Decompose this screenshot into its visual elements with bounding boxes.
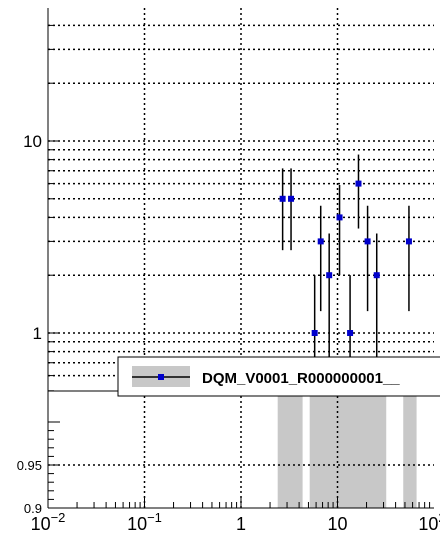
bottom-x-tick-label: 10−1: [127, 510, 162, 534]
bottom-bands: [277, 395, 417, 508]
data-point: [326, 272, 333, 279]
top-y-tick-label: 10: [23, 132, 42, 151]
bottom-y-tick-label: 0.95: [17, 458, 42, 473]
bottom-x-tick-label: 102: [418, 510, 440, 534]
data-point: [405, 238, 412, 245]
data-point: [373, 272, 380, 279]
top-tick-labels: 1 10: [23, 132, 42, 343]
bottom-grid: [48, 391, 434, 508]
top-y-tick-label: 1: [33, 324, 42, 343]
data-point: [347, 330, 354, 336]
data-point: [279, 195, 286, 202]
ratio-band: [403, 395, 417, 508]
data-point: [355, 180, 362, 187]
bottom-tick-labels: 0.9 0.95 10−2 10−1 1 10 102: [17, 458, 440, 534]
legend-marker: [158, 374, 164, 380]
top-data-points: [279, 154, 412, 391]
legend-label: DQM_V0001_R000000001__: [202, 370, 400, 387]
data-point: [317, 238, 324, 245]
ratio-band: [277, 395, 303, 508]
ratio-band: [309, 395, 387, 508]
data-point: [336, 214, 343, 221]
data-point: [364, 238, 371, 245]
data-point: [288, 195, 295, 202]
bottom-y-tick-label: 0.9: [24, 501, 42, 516]
bottom-x-tick-label: 10−2: [31, 510, 66, 534]
legend: DQM_V0001_R000000001__: [117, 356, 440, 397]
data-point: [311, 330, 318, 336]
bottom-x-tick-label: 1: [236, 514, 246, 534]
bottom-x-tick-label: 10: [327, 514, 347, 534]
bottom-frame: [47, 391, 434, 509]
